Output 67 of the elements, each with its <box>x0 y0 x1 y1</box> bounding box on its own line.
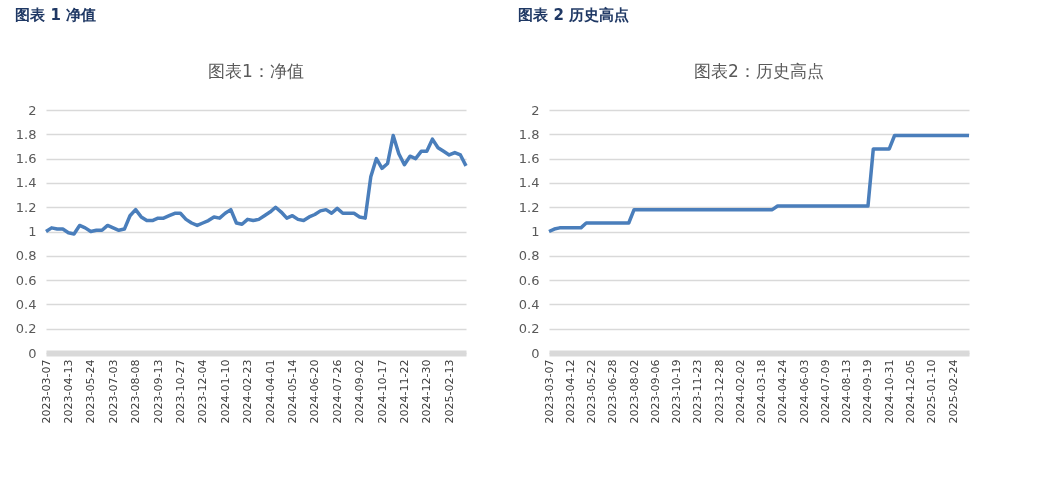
x-tick-label: 2023-08-02 <box>627 359 641 424</box>
chart-subtitle: 图表1：净值 <box>208 61 304 81</box>
x-tick-label: 2023-09-06 <box>648 359 662 424</box>
x-tick-label: 2024-04-01 <box>263 359 277 424</box>
x-tick-label: 2024-07-09 <box>818 359 832 424</box>
x-tick-label: 2024-06-20 <box>308 359 322 424</box>
x-tick-label: 2023-12-28 <box>712 359 726 424</box>
y-tick-label: 0.6 <box>15 272 37 288</box>
x-tick-label: 2025-01-10 <box>925 359 939 424</box>
x-tick-label: 2024-11-22 <box>397 359 411 424</box>
y-tick-label: 1.2 <box>15 199 37 215</box>
x-tick-label: 2024-07-26 <box>330 359 344 424</box>
y-tick-label: 1 <box>531 224 540 239</box>
x-tick-label: 2024-08-13 <box>840 359 854 424</box>
y-tick-label: 0.2 <box>518 321 540 337</box>
y-tick-label: 1.6 <box>15 151 37 167</box>
x-tick-label: 2023-07-03 <box>106 359 120 424</box>
y-tick-label: 1.2 <box>518 199 540 215</box>
x-tick-label: 2023-10-27 <box>173 359 187 424</box>
x-tick-label: 2024-09-19 <box>861 359 875 424</box>
x-tick-label: 2025-02-13 <box>442 359 456 424</box>
x-tick-label: 2024-01-10 <box>218 359 232 424</box>
x-tick-label: 2023-08-08 <box>129 359 143 424</box>
y-tick-label: 0.2 <box>15 321 37 337</box>
x-tick-label: 2023-04-12 <box>563 359 577 424</box>
chart-title: 图表 1 净值 <box>15 6 97 24</box>
x-tick-label: 2023-12-04 <box>196 359 210 424</box>
x-tick-label: 2024-06-03 <box>797 359 811 424</box>
x-tick-label: 2023-05-24 <box>84 359 98 424</box>
y-tick-label: 1.4 <box>15 175 37 191</box>
y-tick-label: 1 <box>28 224 37 239</box>
y-tick-label: 0.8 <box>518 248 540 264</box>
y-tick-label: 0.4 <box>518 296 540 312</box>
x-tick-label: 2024-12-30 <box>420 359 434 424</box>
y-tick-label: 1.8 <box>15 126 37 142</box>
y-tick-label: 0 <box>28 345 37 361</box>
y-tick-label: 0.4 <box>15 296 37 312</box>
y-tick-label: 1.6 <box>518 151 540 167</box>
x-tick-label: 2024-09-02 <box>353 359 367 424</box>
x-tick-label: 2023-03-07 <box>39 359 53 424</box>
x-tick-label: 2024-02-23 <box>241 359 255 424</box>
y-tick-label: 1.4 <box>518 175 540 191</box>
y-tick-label: 0.6 <box>518 272 540 288</box>
x-tick-label: 2024-05-14 <box>285 359 299 424</box>
x-tick-label: 2024-03-18 <box>755 359 769 424</box>
x-tick-label: 2023-11-23 <box>691 359 705 424</box>
y-tick-label: 1.8 <box>518 126 540 142</box>
line-series <box>547 133 971 234</box>
chart-subtitle: 图表2：历史高点 <box>694 61 824 81</box>
x-tick-label: 2023-09-13 <box>151 359 165 424</box>
y-tick-label: 2 <box>531 102 540 118</box>
x-tick-label: 2024-12-05 <box>904 359 918 424</box>
x-tick-label: 2023-05-22 <box>585 359 599 424</box>
x-tick-label: 2023-06-28 <box>606 359 620 424</box>
y-tick-label: 0 <box>531 345 540 361</box>
x-tick-label: 2023-04-13 <box>61 359 75 424</box>
x-tick-label: 2023-03-07 <box>542 359 556 424</box>
y-tick-label: 2 <box>28 102 37 118</box>
chart-title: 图表 2 历史高点 <box>518 6 630 24</box>
x-tick-label: 2024-10-17 <box>375 359 389 424</box>
x-tick-label: 2023-10-19 <box>670 359 684 424</box>
x-tick-label: 2024-02-02 <box>733 359 747 424</box>
line-series <box>44 133 468 236</box>
x-tick-label: 2025-02-24 <box>946 359 960 424</box>
x-tick-label: 2024-10-31 <box>882 359 896 424</box>
x-tick-label: 2024-04-24 <box>776 359 790 424</box>
y-tick-label: 0.8 <box>15 248 37 264</box>
